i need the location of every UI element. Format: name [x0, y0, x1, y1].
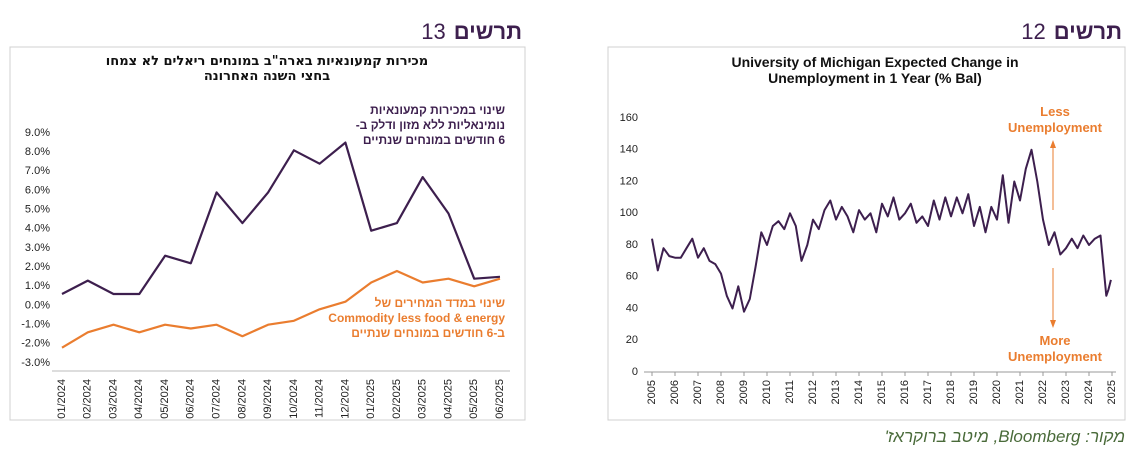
x-tick-label: 2005	[646, 380, 658, 404]
y-tick-label: -2.0%	[21, 338, 50, 350]
heading-word: תרשים	[1053, 19, 1122, 44]
x-tick-label: 04/2025	[442, 379, 454, 419]
chart-title: מכירות קמעונאיות בארה"ב במונחים ריאלים ל…	[105, 54, 429, 84]
x-tick-label: 2011	[784, 380, 796, 404]
heading-number: 13	[421, 19, 446, 44]
x-tick-label: 2022	[1037, 380, 1049, 404]
x-tick-label: 2023	[1060, 380, 1072, 404]
x-tick-label: 04/2024	[133, 379, 145, 419]
y-tick-label: 60	[626, 271, 638, 283]
x-tick-label: 01/2024	[56, 379, 68, 419]
y-tick-label: 2.0%	[25, 261, 50, 273]
x-tick-label: 02/2025	[391, 379, 403, 419]
x-tick-label: 2012	[807, 380, 819, 404]
x-tick-label: 03/2024	[107, 379, 119, 419]
y-tick-label: 120	[620, 175, 638, 187]
x-tick-label: 08/2024	[236, 379, 248, 419]
x-tick-label: 2021	[1014, 380, 1026, 404]
series-label: שינוי במדד המחירים של Commodity less foo…	[328, 296, 505, 340]
x-tick-label: 2010	[761, 380, 773, 404]
x-tick-label: 06/2024	[185, 379, 197, 419]
x-tick-label: 2014	[853, 380, 865, 404]
x-tick-label: 11/2024	[314, 379, 326, 418]
x-tick-label: 2016	[899, 380, 911, 404]
arrow-head	[1050, 320, 1056, 328]
y-tick-label: 140	[620, 144, 638, 156]
x-tick-label: 07/2024	[210, 379, 222, 419]
y-tick-label: 20	[626, 334, 638, 346]
x-tick-label: 2024	[1083, 380, 1095, 404]
x-tick-label: 2015	[876, 380, 888, 404]
x-tick-label: 2013	[830, 380, 842, 404]
y-tick-label: 5.0%	[25, 204, 50, 216]
source: מקור: Bloomberg, מיטב ברוקראז'	[884, 427, 1125, 446]
figure-heading: תרשים 12	[1021, 18, 1122, 46]
y-tick-label: 40	[626, 302, 638, 314]
y-tick-label: 7.0%	[25, 165, 50, 177]
data-line	[61, 141, 501, 296]
x-tick-label: 12/2024	[339, 379, 351, 419]
y-tick-label: -1.0%	[21, 319, 50, 331]
series-label: שינוי במכירות קמעונאיות נומינאליות ללא מ…	[355, 103, 505, 147]
heading-number: 12	[1021, 19, 1046, 44]
x-tick-label: 09/2024	[262, 379, 274, 419]
annotation: Less Unemployment	[1008, 104, 1102, 136]
x-tick-label: 2025	[1106, 380, 1118, 404]
panel-frame	[9, 46, 526, 421]
data-line	[61, 269, 501, 349]
y-tick-label: 100	[620, 207, 638, 219]
y-tick-label: 1.0%	[25, 280, 50, 292]
annotation: More Unemployment	[1008, 333, 1102, 365]
y-tick-label: 8.0%	[25, 146, 50, 158]
x-tick-label: 2008	[715, 380, 727, 404]
panel-frame	[607, 46, 1126, 421]
x-tick-label: 02/2024	[82, 379, 94, 419]
y-tick-label: -3.0%	[21, 357, 50, 369]
x-tick-label: 03/2025	[417, 379, 429, 419]
figure-heading: תרשים 13	[421, 18, 522, 46]
x-tick-label: 01/2025	[365, 379, 377, 419]
x-tick-label: 2007	[692, 380, 704, 404]
y-tick-label: 4.0%	[25, 223, 50, 235]
x-tick-label: 2018	[945, 380, 957, 404]
y-tick-label: 0.0%	[25, 299, 50, 311]
x-tick-label: 2019	[968, 380, 980, 404]
chart-title: University of Michigan Expected Change i…	[731, 54, 1019, 86]
data-line	[651, 148, 1112, 313]
x-tick-label: 2006	[669, 380, 681, 404]
y-tick-label: 3.0%	[25, 242, 50, 254]
y-tick-label: 160	[620, 112, 638, 124]
y-tick-label: 6.0%	[25, 184, 50, 196]
x-tick-label: 05/2024	[159, 379, 171, 419]
arrow-head	[1050, 140, 1056, 148]
x-tick-label: 10/2024	[288, 379, 300, 419]
heading-word: תרשים	[453, 19, 522, 44]
x-tick-label: 06/2025	[494, 379, 506, 419]
y-tick-label: 9.0%	[25, 127, 50, 139]
x-tick-label: 2009	[738, 380, 750, 404]
x-tick-label: 2020	[991, 380, 1003, 404]
y-tick-label: 80	[626, 239, 638, 251]
x-tick-label: 2017	[922, 380, 934, 404]
x-tick-label: 05/2025	[468, 379, 480, 419]
y-tick-label: 0	[632, 366, 638, 378]
